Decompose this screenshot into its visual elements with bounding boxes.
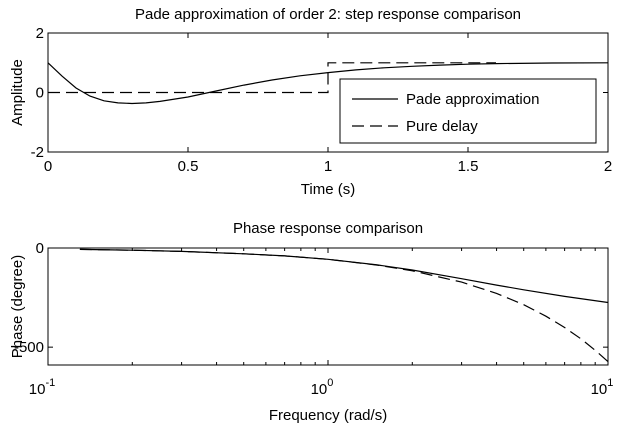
x-tick-label: 0.5: [178, 158, 199, 175]
legend-entry: Pade approximation: [406, 91, 539, 108]
solid-series-line: [47, 62, 609, 105]
x-tick-label: 0: [44, 158, 52, 175]
legend-box: [339, 78, 597, 144]
step-response-chart: Pade approximation of order 2: step resp…: [9, 6, 612, 198]
x-tick-label: 101: [591, 377, 614, 398]
x-tick-label: 100: [311, 377, 334, 398]
x-tick-label: 1: [324, 158, 332, 175]
chart-title: Phase response comparison: [233, 220, 423, 237]
x-tick-label: 2: [604, 158, 612, 175]
legend-entry: Pure delay: [406, 118, 478, 135]
chart-title: Pade approximation of order 2: step resp…: [135, 6, 521, 23]
y-tick-label: -500: [14, 339, 44, 356]
x-tick-label-exponent: 0: [327, 377, 333, 389]
x-axis-label: Time (s): [301, 181, 355, 198]
y-tick-label: 0: [36, 240, 44, 257]
x-tick-label-exponent: -1: [45, 377, 55, 389]
y-axis-label: Amplitude: [9, 59, 26, 126]
dashed-series-line: [48, 62, 496, 94]
x-tick-label-exponent: 1: [607, 377, 613, 389]
dashed-series-line: [79, 248, 609, 363]
solid-series-line: [79, 248, 609, 304]
y-axis-label: Phase (degree): [9, 255, 26, 358]
y-tick-label: 2: [36, 25, 44, 42]
x-tick-label-base: 10: [29, 381, 46, 398]
y-tick-label: -2: [31, 144, 44, 161]
x-tick-label-base: 10: [591, 381, 608, 398]
y-tick-label: 0: [36, 85, 44, 102]
x-tick-label: 1.5: [458, 158, 479, 175]
x-tick-label: 10-1: [29, 377, 55, 398]
plot-area-frame: [47, 247, 609, 366]
x-axis-label: Frequency (rad/s): [269, 407, 387, 424]
x-tick-label-base: 10: [311, 381, 328, 398]
